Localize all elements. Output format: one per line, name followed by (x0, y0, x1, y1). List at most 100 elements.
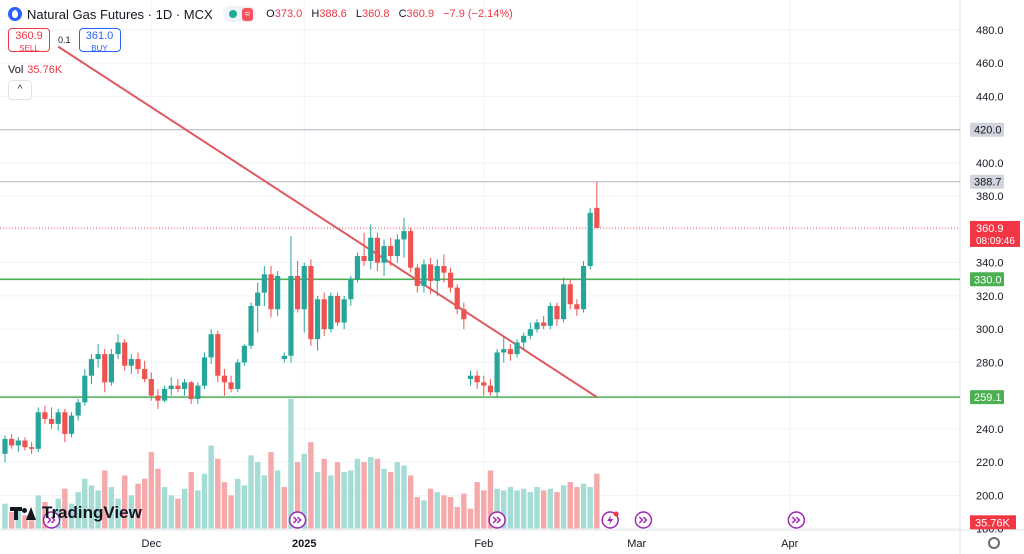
candle-body (547, 305, 553, 326)
candle (275, 270, 281, 316)
volume-legend[interactable]: Vol 35.76K (8, 64, 62, 76)
candle (221, 369, 228, 396)
countdown-label: 08:09:46 (976, 236, 1015, 247)
candle-body (268, 274, 274, 310)
candle (215, 330, 221, 383)
candle (348, 275, 354, 306)
candle-body (594, 207, 600, 228)
candle (88, 354, 95, 385)
volume-bar (560, 485, 567, 529)
candle (142, 360, 148, 383)
level-label-bg (970, 390, 1004, 405)
ohlc-open-label: O (266, 8, 275, 20)
candle-body (82, 375, 88, 403)
y-tick-label: 200.0 (976, 490, 1004, 502)
volume-bar (141, 478, 148, 529)
candle-body (228, 382, 234, 389)
volume-bar (580, 483, 587, 529)
candle-body (321, 299, 327, 330)
split-event-icon (601, 511, 619, 529)
candle (534, 319, 540, 333)
level-label-bg (970, 174, 1004, 189)
candle-body (195, 385, 201, 399)
candle (441, 254, 447, 283)
candle-body (128, 359, 134, 366)
candle-body (215, 334, 221, 376)
time-axis[interactable]: Dec 2025 Feb Mar Apr (142, 538, 799, 550)
candle-body (295, 275, 301, 310)
candle-body (341, 299, 347, 323)
candle (75, 398, 81, 421)
candle-body (135, 359, 141, 370)
volume-bar (421, 500, 427, 529)
volume-bar (221, 482, 228, 529)
candle (268, 266, 274, 318)
y-tick-label: 480.0 (976, 25, 1004, 37)
gear-icon[interactable] (988, 537, 1000, 549)
volume-bar (487, 470, 494, 529)
volume-bar (241, 485, 248, 529)
price-axis[interactable]: 180.0200.0220.0240.0260.0280.0300.0320.0… (970, 25, 1020, 536)
tradingview-logo[interactable]: TradingView (10, 503, 142, 523)
volume-bar (181, 488, 188, 529)
sell-label: SELL (19, 44, 39, 53)
horizontal-levels (0, 129, 960, 398)
candle-body (168, 385, 174, 389)
volume-bar (261, 475, 268, 529)
candle (461, 302, 467, 330)
candle (82, 369, 88, 406)
ohlc-values: O373.0 H388.6 L360.8 C360.9 −7.9 (−2.14%… (266, 8, 513, 20)
volume-bar (481, 490, 487, 529)
volume-bar (461, 493, 467, 529)
volume-bar (321, 458, 327, 529)
buy-price: 361.0 (85, 30, 114, 42)
candle (414, 264, 420, 293)
candle-body (567, 284, 573, 305)
sell-button[interactable]: 360.9 SELL (8, 28, 50, 53)
last-price-badge (970, 220, 1020, 247)
volume-bar (215, 458, 221, 529)
volume-bar (95, 490, 101, 529)
candle-body (328, 295, 334, 330)
candle (341, 295, 347, 330)
candle (328, 292, 334, 333)
volume-bar (255, 462, 261, 529)
candle-body (2, 438, 8, 454)
candle-body (108, 354, 114, 383)
volume-bar (414, 497, 420, 529)
candle (501, 337, 507, 363)
volume-bar (301, 453, 307, 529)
volume-bar (195, 490, 201, 529)
candle-body (288, 275, 294, 356)
volume-bar (328, 475, 334, 529)
volume-bar (161, 487, 168, 529)
volume-bar (341, 472, 347, 529)
candle-body (354, 256, 361, 280)
volume-bar (474, 482, 480, 529)
dividend-event-icon (488, 511, 506, 529)
volume-bar (454, 506, 460, 529)
volume-bar (68, 503, 75, 529)
candle-body (255, 292, 261, 306)
collapse-legend-button[interactable]: ^ (8, 80, 32, 100)
level-label: 259.1 (974, 392, 1002, 404)
candle-body (175, 385, 181, 389)
buy-label: BUY (91, 44, 108, 53)
symbol-title[interactable]: Natural Gas Futures · 1D · MCX (27, 6, 213, 22)
candle-body (514, 342, 520, 355)
candle (181, 379, 188, 396)
buy-button[interactable]: 361.0 BUY (78, 28, 121, 53)
y-tick-label: 240.0 (976, 424, 1004, 436)
candle-body (221, 375, 228, 383)
candle (55, 408, 61, 431)
level-label-bg (970, 122, 1004, 137)
y-tick-label: 280.0 (976, 357, 1004, 369)
volume-bars (2, 398, 600, 529)
level-label: 388.7 (974, 177, 1002, 189)
status-pill[interactable]: ≈ (222, 6, 257, 22)
candle (2, 435, 8, 463)
volume-bar (547, 488, 553, 529)
volume-bar (208, 445, 214, 529)
candle-body (155, 395, 161, 401)
